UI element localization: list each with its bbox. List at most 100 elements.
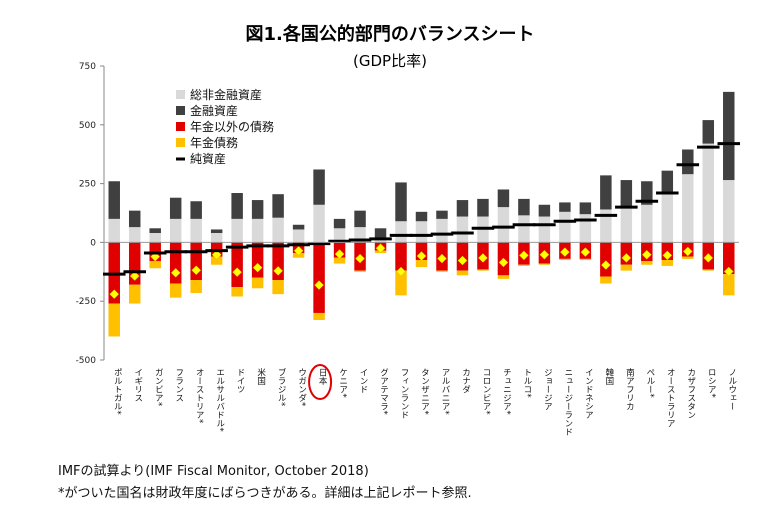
- bar-financial-assets: [108, 181, 120, 219]
- bar-non-financial-assets: [538, 216, 551, 243]
- bar-non-financial-assets: [415, 221, 428, 243]
- legend-swatch: [176, 106, 185, 115]
- bar-non-financial-assets: [456, 216, 469, 243]
- bar-pension-liabilities: [456, 270, 469, 276]
- bar-pension-liabilities: [477, 269, 489, 271]
- y-tick-label: 500: [79, 121, 96, 131]
- bar-non-financial-assets: [497, 207, 510, 243]
- bar-financial-assets: [559, 202, 571, 212]
- legend-label: 純資産: [190, 151, 226, 166]
- bar-financial-assets: [292, 224, 305, 230]
- bar-pension-liabilities: [682, 256, 694, 259]
- category-label: 韓国: [604, 367, 614, 386]
- liability-diamond-marker: [375, 243, 386, 254]
- bar-financial-assets: [313, 169, 325, 205]
- category-label: 南アフリカ: [624, 367, 634, 410]
- y-tick-label: 250: [79, 180, 96, 190]
- bar-non-financial-assets: [395, 221, 407, 243]
- category-label: ウガンダ*: [297, 368, 307, 406]
- bar-pension-liabilities: [251, 277, 264, 289]
- bar-non-financial-assets: [169, 218, 182, 243]
- bar-non-pension-liabilities: [395, 242, 407, 271]
- bar-financial-assets: [128, 210, 141, 228]
- y-tick-label: 0: [90, 238, 96, 248]
- bar-financial-assets: [497, 189, 510, 208]
- bar-financial-assets: [538, 204, 551, 217]
- category-label: オーストラリア: [665, 368, 675, 428]
- category-label: グアテマラ*: [379, 368, 389, 415]
- bar-pension-liabilities: [436, 270, 448, 272]
- bar-non-pension-liabilities: [128, 242, 141, 285]
- bar-pension-liabilities: [108, 303, 120, 337]
- liability-diamond-marker: [662, 250, 673, 261]
- bar-non-pension-liabilities: [169, 242, 182, 284]
- category-label: ロシア*: [706, 368, 716, 398]
- bar-non-financial-assets: [723, 180, 735, 243]
- bar-non-financial-assets: [518, 215, 530, 243]
- bar-financial-assets: [436, 210, 448, 219]
- liability-diamond-marker: [416, 251, 427, 261]
- category-label: オーストリア*: [194, 368, 204, 423]
- category-label: ノルウェー: [727, 368, 737, 411]
- liability-diamond-marker: [621, 253, 632, 263]
- bar-non-pension-liabilities: [251, 242, 264, 278]
- category-label: ガンビア*: [153, 368, 163, 406]
- bar-pension-liabilities: [149, 261, 161, 269]
- bar-non-financial-assets: [354, 227, 366, 243]
- category-label: ポルトガル*: [112, 368, 122, 415]
- bar-financial-assets: [210, 229, 223, 233]
- liability-diamond-marker: [478, 253, 488, 263]
- category-label: コロンビア*: [481, 368, 491, 415]
- bar-non-financial-assets: [231, 218, 243, 243]
- liability-diamond-marker: [539, 249, 550, 260]
- bar-non-financial-assets: [620, 208, 633, 243]
- bar-financial-assets: [518, 198, 530, 216]
- bar-non-pension-liabilities: [190, 242, 202, 281]
- category-label: カザフスタン: [686, 368, 696, 419]
- bar-non-financial-assets: [702, 143, 715, 243]
- liability-diamond-marker: [109, 289, 120, 299]
- category-label: ケニア*: [338, 368, 348, 398]
- bar-non-financial-assets: [682, 174, 694, 243]
- liability-diamond-marker: [519, 250, 529, 261]
- legend-swatch: [176, 90, 185, 99]
- bar-pension-liabilities: [579, 258, 592, 261]
- bar-pension-liabilities: [190, 280, 202, 293]
- liability-diamond-marker: [457, 255, 468, 266]
- bar-financial-assets: [251, 200, 264, 219]
- bar-non-financial-assets: [641, 204, 653, 243]
- bar-financial-assets: [641, 181, 653, 205]
- category-label: エルサルバドル*: [215, 368, 225, 432]
- bar-pension-liabilities: [600, 276, 612, 284]
- bar-non-financial-assets: [600, 209, 612, 243]
- bar-non-pension-liabilities: [272, 242, 284, 281]
- legend-swatch: [176, 122, 185, 131]
- bar-pension-liabilities: [210, 256, 223, 265]
- bar-non-financial-assets: [292, 229, 305, 243]
- bar-non-financial-assets: [190, 218, 202, 243]
- bar-pension-liabilities: [128, 284, 141, 304]
- bar-financial-assets: [579, 202, 592, 215]
- category-label: 日本: [317, 368, 327, 386]
- bar-financial-assets: [374, 228, 387, 238]
- bar-financial-assets: [231, 193, 243, 219]
- liability-diamond-marker: [601, 260, 611, 270]
- bar-non-pension-liabilities: [600, 242, 612, 277]
- liability-diamond-marker: [641, 249, 652, 260]
- liability-diamond-marker: [560, 247, 570, 257]
- bar-non-financial-assets: [108, 218, 120, 243]
- bar-pension-liabilities: [702, 269, 715, 271]
- category-label: フィンランド: [399, 368, 409, 419]
- liability-diamond-marker: [723, 266, 734, 277]
- liability-diamond-marker: [273, 266, 283, 276]
- bar-non-financial-assets: [436, 218, 448, 243]
- bar-non-financial-assets: [313, 204, 325, 243]
- legend-label: 年金債務: [190, 135, 238, 150]
- y-tick-label: -500: [76, 356, 97, 366]
- bar-financial-assets: [169, 197, 182, 219]
- liability-diamond-marker: [498, 257, 509, 268]
- liability-diamond-marker: [232, 267, 242, 278]
- liability-diamond-marker: [580, 247, 591, 257]
- bar-pension-liabilities: [538, 263, 551, 265]
- bar-pension-liabilities: [723, 274, 735, 296]
